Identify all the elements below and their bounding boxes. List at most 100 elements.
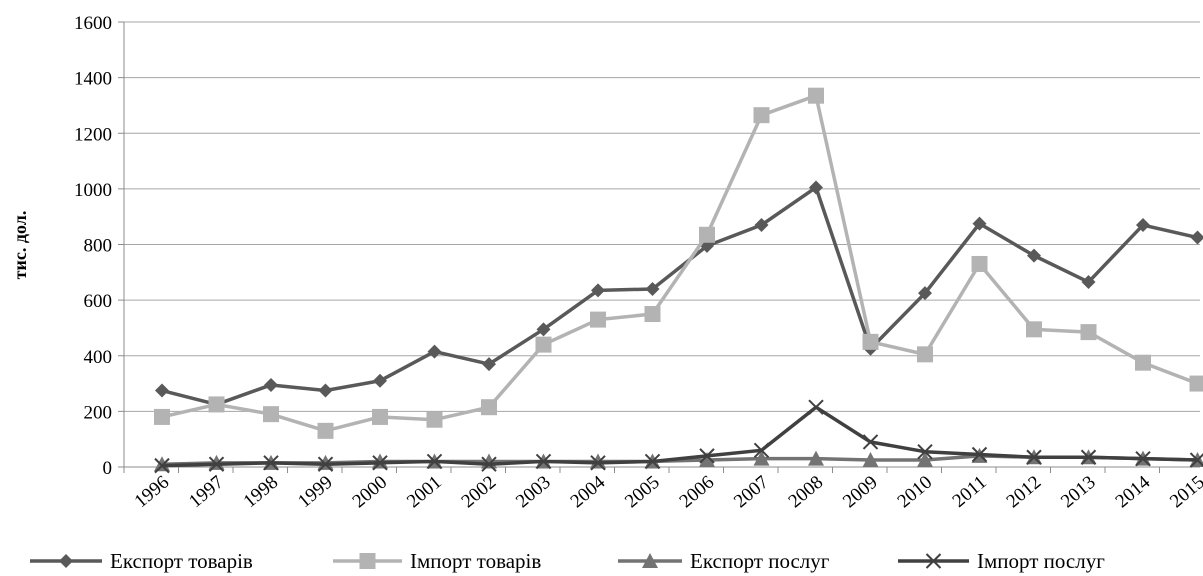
x-tick-label: 2012 bbox=[1003, 472, 1046, 513]
gridlines bbox=[124, 21, 1200, 412]
x-tick-label: 2002 bbox=[458, 472, 501, 513]
data-point bbox=[645, 282, 660, 296]
y-axis-title: тис. дол. bbox=[10, 211, 30, 280]
legend-marker bbox=[59, 554, 73, 568]
x-tick-label: 1999 bbox=[294, 472, 337, 513]
x-tick-label: 2005 bbox=[621, 472, 664, 513]
data-point bbox=[426, 453, 443, 470]
data-point bbox=[917, 452, 933, 468]
data-point bbox=[1190, 230, 1203, 245]
data-point bbox=[753, 442, 770, 459]
x-tick-label: 2001 bbox=[403, 472, 446, 513]
legend-item: Імпорт послуг bbox=[898, 549, 1105, 573]
y-tick-label: 0 bbox=[103, 458, 113, 479]
data-point bbox=[1135, 354, 1151, 371]
y-tick-label: 1200 bbox=[74, 124, 112, 145]
x-tick-label: 2015 bbox=[1166, 472, 1203, 513]
data-point bbox=[536, 322, 551, 337]
data-point bbox=[809, 180, 823, 195]
x-tick-label: 2008 bbox=[785, 472, 828, 513]
data-point bbox=[427, 344, 442, 359]
series-line bbox=[161, 405, 1198, 468]
series-line bbox=[161, 93, 1199, 433]
data-point bbox=[808, 450, 824, 466]
data-point bbox=[264, 377, 278, 392]
data-point bbox=[917, 443, 933, 460]
y-tick-label: 1000 bbox=[74, 180, 112, 201]
data-point bbox=[1026, 449, 1042, 465]
data-point bbox=[208, 454, 225, 470]
data-point bbox=[917, 346, 933, 363]
data-point bbox=[862, 434, 879, 450]
y-tick-label: 200 bbox=[84, 402, 113, 423]
data-point bbox=[154, 457, 170, 474]
x-tick-label: 1998 bbox=[240, 472, 283, 513]
data-point bbox=[1189, 452, 1203, 468]
y-tick-label: 1600 bbox=[74, 13, 112, 34]
legend-marker bbox=[359, 553, 376, 569]
data-point bbox=[591, 283, 605, 298]
data-point bbox=[1136, 218, 1150, 233]
data-point bbox=[372, 455, 388, 471]
y-tick-label: 600 bbox=[84, 291, 113, 312]
data-point bbox=[808, 87, 824, 104]
data-point bbox=[644, 453, 661, 470]
data-point bbox=[1080, 324, 1097, 341]
data-point bbox=[372, 408, 388, 425]
x-tick-label: 2009 bbox=[839, 472, 882, 513]
data-point bbox=[699, 452, 715, 468]
data-point bbox=[1189, 375, 1203, 392]
x-tick-label: 2003 bbox=[512, 472, 555, 513]
x-tick-label: 1996 bbox=[131, 472, 174, 513]
data-point bbox=[918, 286, 932, 301]
data-point bbox=[1026, 321, 1042, 338]
data-point bbox=[482, 357, 496, 372]
series-group bbox=[154, 87, 1203, 474]
data-point bbox=[590, 311, 606, 328]
data-point bbox=[753, 450, 770, 466]
data-point bbox=[754, 218, 769, 233]
data-point bbox=[426, 411, 443, 428]
legend-marker bbox=[642, 553, 658, 568]
x-tick-label: 2013 bbox=[1057, 472, 1100, 513]
data-point bbox=[263, 406, 279, 423]
data-point bbox=[318, 383, 333, 398]
data-point bbox=[971, 446, 988, 463]
series-1 bbox=[155, 180, 1203, 412]
data-point bbox=[590, 455, 606, 471]
data-point bbox=[972, 216, 987, 231]
data-point bbox=[1080, 449, 1097, 465]
data-point bbox=[481, 456, 497, 472]
data-point bbox=[208, 396, 225, 413]
legend-label: Експорт товарів bbox=[110, 549, 253, 573]
data-point bbox=[808, 399, 824, 415]
data-point bbox=[1027, 248, 1041, 263]
y-tick-label: 800 bbox=[84, 236, 113, 257]
data-point bbox=[154, 408, 170, 425]
data-point bbox=[317, 454, 334, 470]
data-point bbox=[154, 456, 170, 472]
legend-label: Експорт послуг bbox=[690, 549, 830, 573]
x-tick-label: 2000 bbox=[349, 472, 392, 513]
data-point bbox=[481, 399, 497, 416]
x-tick-label: 2010 bbox=[894, 472, 937, 513]
data-point bbox=[590, 453, 606, 469]
y-tick-label: 1400 bbox=[74, 69, 112, 90]
x-tick-labels: 1996 1997 1998 1999 2000 2001 2002 2003 2004 2005… bbox=[131, 471, 1203, 512]
data-point bbox=[862, 333, 879, 350]
data-point bbox=[317, 456, 334, 472]
legend-label: Імпорт послуг bbox=[977, 549, 1105, 573]
legend-item: Експорт послуг bbox=[618, 549, 830, 573]
data-point bbox=[862, 452, 879, 468]
series-2 bbox=[154, 87, 1203, 439]
data-point bbox=[1081, 275, 1096, 290]
data-point bbox=[263, 455, 279, 471]
x-tick-label: 2004 bbox=[567, 471, 610, 512]
x-tick-label: 2014 bbox=[1112, 471, 1155, 512]
data-point bbox=[373, 373, 387, 388]
data-point bbox=[535, 336, 552, 353]
data-point bbox=[1135, 450, 1151, 467]
data-point bbox=[317, 422, 334, 439]
data-point bbox=[208, 456, 225, 472]
